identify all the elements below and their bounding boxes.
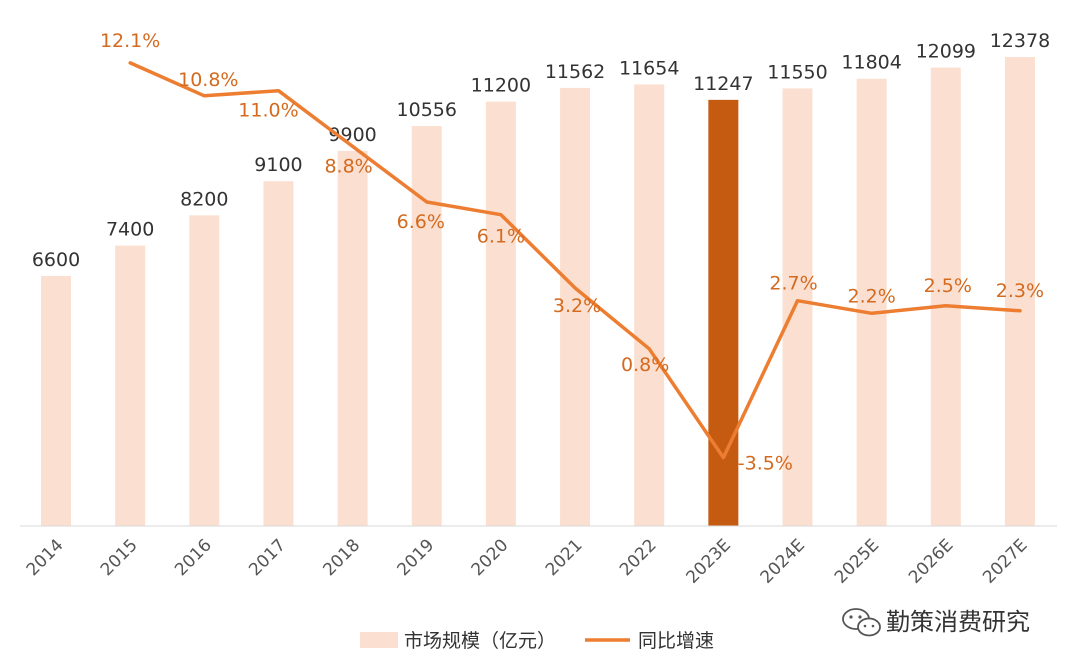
bar-2017 — [263, 181, 294, 527]
legend-bar-swatch — [360, 632, 398, 648]
x-axis-tick-labels: 2014 2015 2016 2017 2018 2019 2020 2021 2022 2023… — [23, 535, 1032, 587]
growth-point — [425, 200, 429, 204]
growth-point — [351, 144, 355, 148]
growth-value-label: 2.7% — [769, 273, 817, 295]
growth-value-labels: 12.1% 10.8%11.0% 8.8% 6.6% 6.1% 3.2% 0.8% -3.5%… — [100, 30, 1044, 475]
x-tick-label: 2018 — [319, 535, 364, 580]
x-tick-label: 2026E — [905, 535, 957, 587]
bar-value-label: 6600 — [32, 249, 80, 271]
wechat-icon — [842, 608, 881, 637]
bar-2026E — [930, 67, 961, 526]
bar-value-label: 12099 — [916, 41, 976, 63]
bar-value-label: 11247 — [693, 73, 753, 95]
growth-point — [128, 61, 132, 65]
bar-value-label: 7400 — [106, 219, 154, 241]
growth-value-label: 2.5% — [924, 275, 972, 297]
bar-value-label: 11804 — [841, 52, 901, 74]
bar-2025E — [856, 78, 887, 526]
bar-2022 — [634, 84, 665, 526]
growth-value-label: 2.2% — [848, 285, 896, 307]
growth-point — [721, 456, 725, 460]
x-tick-label: 2016 — [171, 535, 216, 580]
growth-value-label: 6.6% — [397, 211, 445, 233]
bar-2016 — [189, 215, 220, 527]
bar-2014 — [41, 275, 71, 526]
growth-value-label: 10.8% — [178, 69, 238, 91]
bar-2018 — [337, 150, 368, 526]
watermark: 勤策消费研究 — [842, 608, 1030, 637]
bar-2015 — [115, 245, 146, 526]
growth-value-label: 0.8% — [621, 354, 669, 376]
x-tick-label: 2022 — [616, 535, 661, 580]
growth-value-label: 8.8% — [324, 155, 372, 177]
growth-point — [796, 299, 799, 303]
x-tick-label: 2023E — [683, 535, 735, 587]
growth-value-label: 3.2% — [553, 295, 601, 317]
legend: 市场规模（亿元） 同比增速 — [360, 630, 714, 652]
x-tick-label: 2021 — [542, 535, 587, 580]
growth-point — [870, 311, 874, 315]
bar-2023E — [708, 99, 739, 527]
growth-point — [499, 213, 503, 217]
bar-2027E — [1004, 57, 1035, 526]
x-tick-label: 2014 — [23, 535, 68, 580]
x-tick-label: 2020 — [468, 535, 513, 580]
bar-value-label: 11654 — [619, 57, 679, 79]
legend-line-label: 同比增速 — [638, 630, 714, 652]
growth-point — [647, 347, 651, 351]
growth-value-label: -3.5% — [738, 453, 793, 475]
bar-2019 — [411, 126, 442, 527]
growth-value-label: 12.1% — [100, 30, 160, 52]
x-tick-label: 2019 — [394, 535, 439, 580]
bar-value-label: 11550 — [767, 61, 827, 83]
growth-point — [573, 286, 577, 290]
watermark-text: 勤策消费研究 — [886, 608, 1030, 636]
bar-value-label: 8200 — [180, 188, 228, 210]
growth-line-series — [128, 61, 1022, 460]
bar-value-label: 9100 — [254, 154, 302, 176]
growth-point — [1018, 309, 1022, 313]
bar-value-label: 10556 — [397, 99, 457, 121]
bar-2021 — [560, 87, 591, 526]
x-tick-label: 2015 — [97, 535, 142, 580]
bar-2024E — [782, 88, 813, 527]
x-tick-label: 2027E — [979, 535, 1031, 587]
growth-value-label: 6.1% — [477, 226, 525, 248]
bar-value-label: 12378 — [990, 30, 1050, 52]
bar-series — [41, 57, 1035, 527]
growth-point — [944, 304, 948, 308]
growth-point — [202, 94, 206, 98]
x-tick-label: 2024E — [757, 535, 809, 587]
growth-value-label: 2.3% — [996, 280, 1044, 302]
x-tick-label: 2017 — [245, 535, 290, 580]
x-tick-label: 2025E — [831, 535, 883, 587]
bar-value-label: 9900 — [328, 124, 376, 146]
bar-value-label: 11562 — [545, 61, 605, 83]
growth-value-label: 11.0% — [238, 100, 298, 122]
bar-value-label: 11200 — [471, 75, 531, 97]
legend-bar-label: 市场规模（亿元） — [404, 630, 556, 652]
bar-value-labels: 6600 7400 8200 9100 9900 10556 11200 11562 11654… — [32, 30, 1050, 271]
bar-2020 — [485, 101, 516, 526]
growth-point — [276, 89, 280, 93]
